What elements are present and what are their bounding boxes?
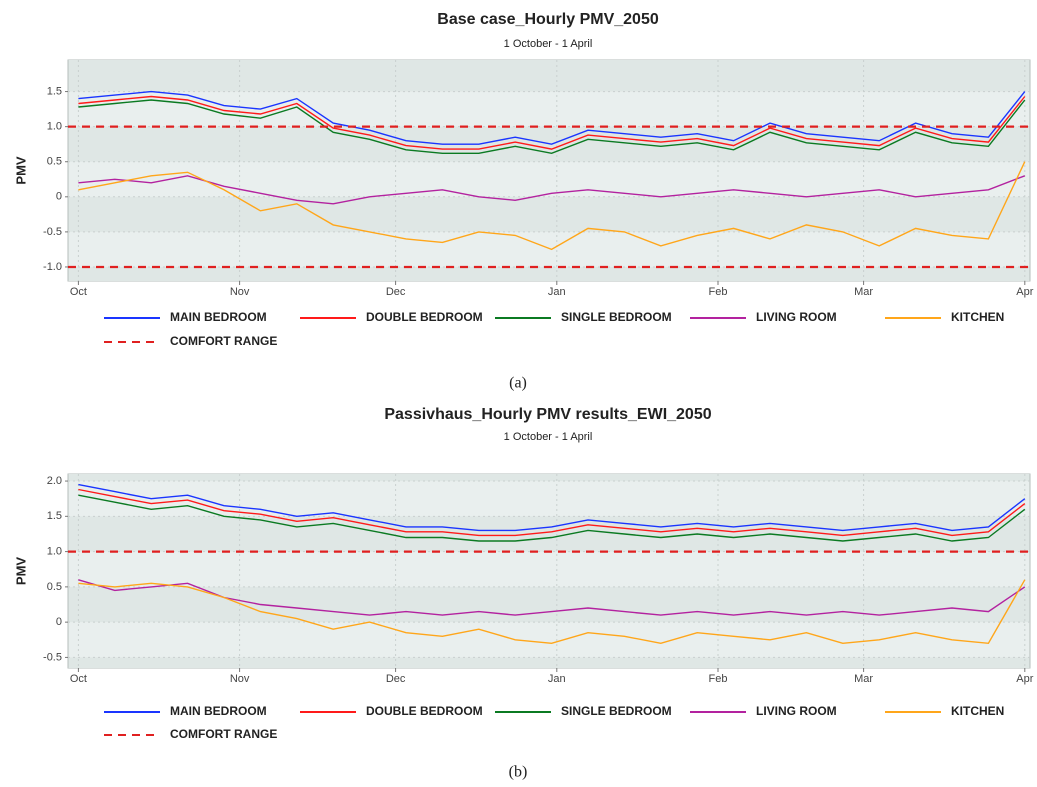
y-tick-label: 0	[56, 191, 62, 203]
series-line	[78, 90, 1026, 145]
x-tick-label: Nov	[230, 673, 250, 685]
series-line	[78, 175, 1026, 205]
series-line	[78, 494, 1026, 542]
series-line	[78, 579, 1026, 645]
caption: (a)	[509, 375, 527, 392]
legend-label: COMFORT RANGE	[170, 334, 277, 348]
x-tick-label: Apr	[1016, 286, 1033, 298]
legend-label: LIVING ROOM	[756, 310, 837, 324]
legend-label: COMFORT RANGE	[170, 727, 277, 741]
y-tick-label: 1.0	[47, 546, 62, 558]
y-tick-label: 1.5	[47, 85, 62, 97]
legend-label: KITCHEN	[951, 310, 1004, 324]
chart-subtitle: 1 October - 1 April	[504, 431, 593, 443]
plot-band	[68, 474, 1030, 482]
series-line	[78, 161, 1026, 251]
series-line	[78, 95, 1026, 150]
legend-label: KITCHEN	[951, 704, 1004, 718]
x-tick-label: Feb	[709, 673, 728, 685]
legend-label: SINGLE BEDROOM	[561, 704, 672, 718]
plot-band	[68, 657, 1030, 668]
x-tick-label: Jan	[548, 286, 566, 298]
x-tick-label: Jan	[548, 673, 566, 685]
series-line	[78, 483, 1026, 532]
x-tick-label: Oct	[70, 286, 87, 298]
plot-band	[68, 266, 1030, 281]
x-tick-label: Dec	[386, 286, 406, 298]
chart: Passivhaus_Hourly PMV results_EWI_2050 1 …	[13, 406, 1033, 780]
plot-band	[68, 196, 1030, 232]
series-line	[78, 488, 1026, 537]
y-tick-label: -1.0	[43, 261, 62, 273]
y-axis-label: PMV	[13, 557, 28, 586]
legend-label: MAIN BEDROOM	[170, 310, 267, 324]
y-tick-label: -0.5	[43, 651, 62, 663]
y-tick-label: -0.5	[43, 226, 62, 238]
x-tick-label: Mar	[854, 286, 873, 298]
y-tick-label: 0	[56, 616, 62, 628]
legend-label: SINGLE BEDROOM	[561, 310, 672, 324]
chart-subtitle: 1 October - 1 April	[504, 38, 593, 50]
x-tick-label: Apr	[1016, 673, 1033, 685]
x-tick-label: Nov	[230, 286, 250, 298]
series-line	[78, 99, 1026, 155]
x-tick-label: Dec	[386, 673, 406, 685]
x-tick-label: Oct	[70, 673, 87, 685]
y-tick-label: 0.5	[47, 156, 62, 168]
y-tick-label: 2.0	[47, 475, 62, 487]
x-tick-label: Mar	[854, 673, 873, 685]
plot-area	[67, 59, 1031, 282]
y-tick-label: 0.5	[47, 581, 62, 593]
plot-band	[68, 516, 1030, 552]
legend-label: LIVING ROOM	[756, 704, 837, 718]
y-tick-label: 1.0	[47, 121, 62, 133]
chart-title: Passivhaus_Hourly PMV results_EWI_2050	[384, 406, 711, 423]
legend-label: DOUBLE BEDROOM	[366, 310, 483, 324]
series-line	[78, 579, 1026, 616]
y-axis-label: PMV	[13, 156, 28, 185]
plot-band	[68, 60, 1030, 92]
y-tick-label: 1.5	[47, 510, 62, 522]
caption: (b)	[509, 764, 528, 781]
chart: Base case_Hourly PMV_2050 1 October - 1 A…	[13, 11, 1033, 391]
legend-label: DOUBLE BEDROOM	[366, 704, 483, 718]
plot-band	[68, 586, 1030, 623]
chart-title: Base case_Hourly PMV_2050	[437, 11, 659, 28]
x-tick-label: Feb	[709, 286, 728, 298]
legend-label: MAIN BEDROOM	[170, 704, 267, 718]
